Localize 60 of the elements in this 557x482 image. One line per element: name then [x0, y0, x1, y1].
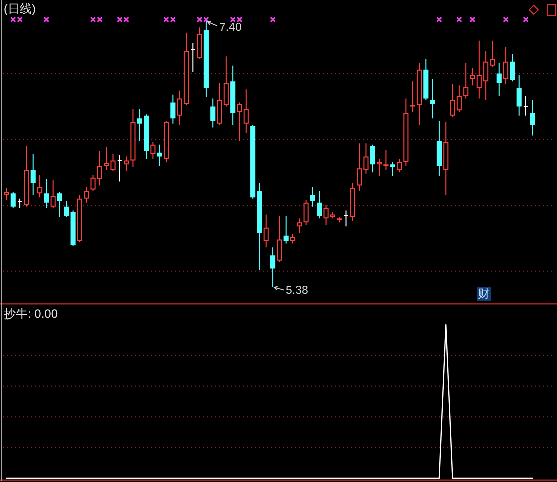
candlestick: [24, 146, 30, 208]
candlestick: [117, 154, 122, 182]
candlestick: [77, 194, 82, 243]
candlestick: [344, 210, 349, 228]
candlestick: [436, 120, 442, 178]
candlestick: [210, 98, 216, 128]
candlestick: [430, 78, 436, 120]
candlestick: [396, 158, 402, 174]
chart-title: (日线): [4, 2, 36, 16]
candlestick: [230, 65, 236, 126]
candlestick: [190, 42, 196, 73]
candlestick: [310, 186, 316, 208]
candlestick: [317, 190, 322, 220]
candlestick: [416, 62, 422, 126]
annotation: 5.38: [286, 285, 308, 298]
annotation: 财: [478, 287, 490, 301]
candlestick: [84, 186, 90, 204]
candlestick: [377, 158, 382, 178]
candlestick: [150, 142, 156, 160]
candlestick: [164, 120, 170, 163]
candlestick: [390, 162, 396, 178]
candlestick: [197, 27, 202, 60]
candlestick: [277, 216, 282, 263]
candlestick: [523, 96, 529, 116]
candlestick: [50, 180, 56, 209]
candlestick: [70, 210, 76, 247]
candlestick: [57, 192, 63, 218]
candlestick: [18, 198, 23, 209]
candlestick: [496, 62, 502, 97]
candlestick: [516, 74, 522, 116]
candlestick: [270, 247, 276, 288]
annotation: 7.40: [219, 22, 242, 34]
candlestick: [304, 200, 309, 226]
candlestick: [30, 154, 36, 196]
candlestick: [4, 188, 10, 201]
candlestick: [504, 46, 509, 85]
candlestick: [44, 178, 50, 209]
chart-title: 抄牛: 0.00: [4, 307, 58, 321]
candlestick: [290, 234, 296, 244]
candlestick: [424, 58, 429, 101]
candlestick: [350, 182, 356, 222]
candlestick: [64, 201, 70, 218]
candlestick: [384, 150, 389, 170]
candlestick: [510, 54, 516, 82]
candlestick: [410, 81, 416, 112]
candlestick: [157, 144, 162, 166]
candlestick: [10, 192, 16, 209]
candlestick: [444, 122, 449, 196]
candlestick: [337, 216, 342, 224]
candlestick: [284, 216, 289, 244]
candlestick: [464, 62, 469, 100]
candlestick: [530, 100, 536, 136]
candlestick: [130, 108, 136, 168]
candlestick: [124, 156, 130, 172]
candlestick: [297, 218, 302, 234]
candlestick: [37, 174, 43, 198]
candlestick: [170, 94, 176, 124]
candlestick: [370, 144, 376, 174]
candlestick: [404, 98, 409, 166]
candlestick: [264, 214, 269, 248]
